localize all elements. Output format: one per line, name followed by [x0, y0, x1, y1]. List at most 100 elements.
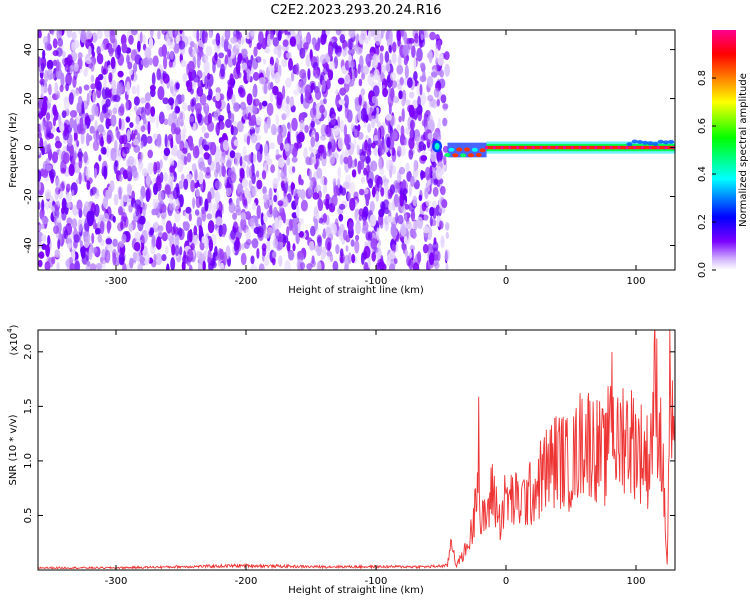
- heatmap-cell: [382, 199, 390, 210]
- heatmap-cell: [388, 263, 396, 270]
- heatmap-cell: [139, 97, 147, 104]
- heatmap-cell: [116, 130, 121, 140]
- heatmap-cell: [174, 245, 180, 257]
- heatmap-cell: [54, 140, 62, 149]
- heatmap-cell: [418, 141, 425, 152]
- heatmap-cell: [397, 83, 403, 91]
- heatmap-cell: [303, 42, 309, 50]
- heatmap-cell: [371, 142, 376, 149]
- heatmap-cell: [71, 189, 75, 197]
- heatmap-cell: [358, 208, 364, 217]
- heatmap-cell: [365, 196, 370, 207]
- x-tick-label: -300: [105, 576, 128, 587]
- heatmap-cell: [108, 47, 114, 57]
- heatmap-cell: [144, 102, 151, 116]
- heatmap-cell: [256, 248, 260, 259]
- heatmap-cell: [212, 60, 216, 74]
- heatmap-cell: [225, 118, 232, 128]
- heatmap-cell: [402, 188, 408, 195]
- heatmap-cell: [219, 120, 224, 128]
- heatmap-cell: [376, 227, 380, 241]
- heatmap-cell: [309, 180, 313, 191]
- heatmap-cell: [140, 152, 144, 160]
- heatmap-cell: [78, 148, 83, 162]
- heatmap-cell: [256, 205, 261, 219]
- heatmap-cell: [156, 68, 161, 81]
- heatmap-cell: [348, 221, 354, 232]
- heatmap-cell: [241, 243, 245, 251]
- heatmap-cell: [73, 130, 78, 143]
- heatmap-cell: [41, 208, 45, 216]
- heatmap-cell: [258, 263, 265, 270]
- heatmap-cell: [183, 221, 190, 232]
- heatmap-cell: [48, 168, 56, 179]
- heatmap-cell: [127, 155, 135, 166]
- heatmap-cell: [218, 52, 225, 59]
- heatmap-cell: [404, 249, 409, 258]
- heatmap-cell: [63, 122, 68, 137]
- heatmap-cell: [308, 145, 314, 153]
- heatmap-cell: [187, 104, 192, 112]
- heatmap-cell: [427, 94, 434, 102]
- heatmap-cell: [625, 145, 629, 150]
- heatmap-cell: [208, 30, 213, 39]
- heatmap-cell: [400, 30, 405, 38]
- heatmap-cell: [318, 217, 324, 224]
- heatmap-cell: [668, 139, 675, 144]
- colorbar-label: Normalized spectral amplitude: [738, 73, 749, 227]
- heatmap-cell: [215, 87, 221, 94]
- heatmap-cell: [208, 239, 214, 252]
- heatmap-cell: [54, 204, 59, 212]
- heatmap-cell: [664, 145, 668, 150]
- heatmap-cell: [394, 258, 398, 265]
- heatmap-cell: [192, 197, 196, 209]
- heatmap-cell: [230, 37, 237, 44]
- heatmap-cell: [162, 73, 170, 84]
- heatmap-cell: [370, 160, 378, 172]
- heatmap-cell: [297, 250, 304, 262]
- heatmap-cell: [66, 257, 71, 270]
- heatmap-cell: [63, 229, 69, 240]
- heatmap-cell: [357, 63, 361, 75]
- heatmap-cell: [325, 30, 331, 36]
- heatmap-cell: [65, 72, 72, 86]
- heatmap-cell: [247, 59, 253, 70]
- heatmap-cell: [77, 52, 83, 60]
- heatmap-cell: [193, 225, 198, 236]
- heatmap-cell: [90, 83, 97, 90]
- heatmap-cell: [285, 77, 292, 88]
- heatmap-cell: [40, 223, 46, 230]
- heatmap-cell: [320, 252, 325, 262]
- heatmap-cell: [46, 120, 53, 131]
- heatmap-cell: [71, 218, 78, 229]
- heatmap-cell: [86, 260, 91, 267]
- heatmap-cell: [49, 73, 56, 80]
- heatmap-cell: [386, 136, 391, 148]
- heatmap-cell: [116, 44, 122, 56]
- heatmap-cell: [174, 98, 179, 109]
- heatmap-cell: [245, 239, 252, 246]
- heatmap-cell: [166, 263, 170, 270]
- heatmap-cell: [153, 183, 158, 195]
- heatmap-cell: [81, 254, 89, 265]
- heatmap-cell: [363, 167, 367, 176]
- heatmap-cell: [263, 213, 268, 223]
- heatmap-cell: [156, 133, 162, 147]
- heatmap-cell: [416, 216, 424, 229]
- heatmap-cell: [170, 257, 176, 270]
- heatmap-cell: [295, 205, 300, 218]
- heatmap-cell: [230, 171, 237, 184]
- heatmap-cell: [272, 85, 279, 96]
- heatmap-cell: [170, 179, 174, 191]
- heatmap-cell: [228, 202, 236, 214]
- heatmap-cell: [281, 59, 288, 68]
- heatmap-cell: [54, 249, 60, 256]
- heatmap-cell: [295, 62, 300, 76]
- heatmap-cell: [98, 133, 104, 147]
- heatmap-cell: [149, 84, 156, 91]
- heatmap-cell: [149, 30, 154, 38]
- heatmap-cell: [58, 115, 62, 127]
- heatmap-cell: [325, 125, 332, 138]
- heatmap-cell: [657, 139, 664, 144]
- heatmap-cell: [232, 212, 238, 220]
